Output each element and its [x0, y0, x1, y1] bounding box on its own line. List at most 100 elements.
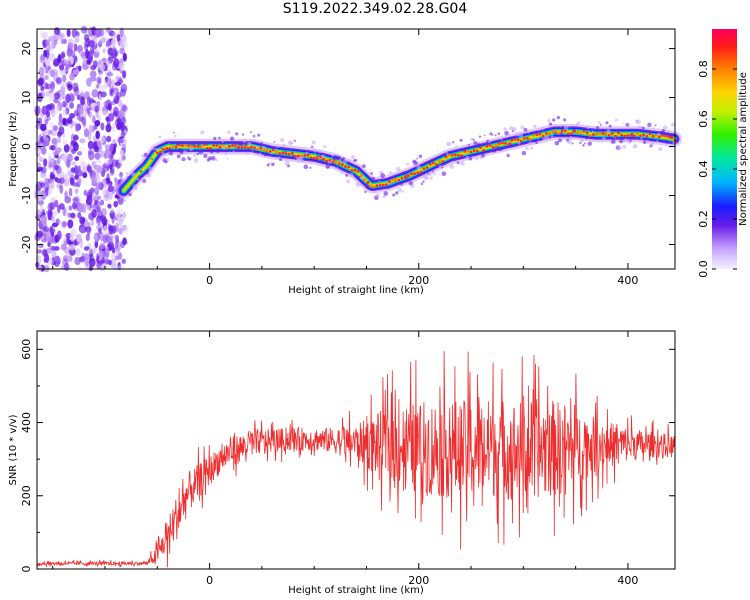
- ridge-speckle: [402, 171, 407, 176]
- spectrogram-x-axis-label: Height of straight line (km): [288, 285, 424, 296]
- noise-speckle: [83, 91, 90, 100]
- ridge-speckle: [293, 139, 296, 142]
- spectrogram-x-tick-label: 400: [617, 274, 638, 287]
- ridge-speckle: [647, 122, 652, 128]
- spectrogram-x-tick-label: 200: [408, 274, 429, 287]
- ridge-speckle: [416, 165, 422, 170]
- colorbar-gradient: [712, 29, 737, 269]
- noise-speckle: [48, 155, 52, 165]
- ridge-core-dot: [576, 130, 580, 134]
- noise-speckle: [96, 158, 102, 164]
- ridge-speckle: [198, 149, 204, 155]
- ridge-speckle: [388, 171, 393, 175]
- ridge-core-dot: [268, 150, 272, 153]
- ridge-speckle: [310, 145, 314, 149]
- noise-speckle: [94, 239, 99, 249]
- noise-speckle: [58, 121, 63, 127]
- noise-speckle: [102, 225, 109, 235]
- noise-speckle: [105, 124, 112, 133]
- ridge-core-dot: [397, 178, 401, 182]
- ridge-speckle: [606, 129, 611, 134]
- noise-speckle: [115, 210, 122, 221]
- colorbar-label: Normalized spectral amplitude: [738, 72, 749, 226]
- ridge-speckle: [636, 119, 641, 125]
- noise-speckle: [56, 178, 62, 184]
- ridge-speckle: [664, 139, 669, 144]
- ridge-speckle: [182, 150, 188, 155]
- ridge-core-dot: [168, 146, 172, 150]
- ridge-core-dot: [670, 136, 674, 140]
- ridge-speckle: [401, 190, 405, 193]
- ridge-speckle: [125, 172, 129, 175]
- noise-speckle: [64, 206, 68, 217]
- ridge-core-dot: [541, 134, 545, 138]
- noise-speckle: [97, 77, 102, 85]
- noise-speckle: [109, 165, 115, 174]
- ridge-core-dot: [444, 155, 448, 159]
- noise-speckle: [55, 76, 63, 85]
- ridge-speckle: [136, 178, 140, 181]
- noise-speckle: [100, 135, 105, 144]
- noise-speckle: [65, 173, 70, 180]
- noise-speckle: [95, 130, 100, 140]
- noise-speckle: [51, 41, 56, 49]
- noise-speckle: [52, 148, 56, 158]
- ridge-speckle: [280, 137, 285, 143]
- ridge-speckle: [460, 161, 465, 166]
- ridge-speckle: [586, 126, 590, 130]
- ridge-speckle: [582, 144, 585, 147]
- noise-speckle: [64, 59, 70, 65]
- ridge-core-dot: [362, 178, 366, 182]
- noise-speckle: [122, 237, 127, 245]
- noise-speckle: [77, 195, 82, 204]
- noise-speckle: [91, 209, 97, 219]
- ridge-speckle: [229, 136, 235, 141]
- noise-speckle: [118, 264, 124, 272]
- ridge-core-dot: [293, 154, 297, 158]
- ridge-speckle: [279, 157, 283, 162]
- ridge-speckle: [444, 150, 447, 153]
- ridge-speckle: [625, 122, 630, 127]
- ridge-core-dot: [413, 172, 416, 176]
- spectrogram-y-tick-label: 10: [20, 91, 33, 105]
- ridge-speckle: [325, 164, 330, 169]
- ridge-core-dot: [271, 148, 275, 152]
- ridge-core-dot: [661, 134, 664, 137]
- ridge-speckle: [441, 166, 444, 169]
- noise-speckle: [122, 70, 127, 79]
- ridge-speckle: [656, 140, 659, 143]
- noise-speckle: [86, 227, 91, 236]
- ridge-speckle: [475, 157, 479, 161]
- noise-speckle: [81, 252, 85, 261]
- ridge-speckle: [338, 158, 342, 163]
- noise-speckle: [67, 83, 73, 91]
- ridge-speckle: [532, 137, 535, 139]
- ridge-speckle: [645, 139, 650, 144]
- colorbar-tick-label: 0.2: [697, 210, 710, 228]
- ridge-speckle: [155, 147, 159, 151]
- noise-speckle: [101, 111, 108, 116]
- spectrogram-y-tick-label: 20: [20, 42, 33, 56]
- ridge-core-dot: [331, 160, 335, 164]
- noise-speckle: [113, 200, 119, 208]
- ridge-core-dot: [265, 148, 269, 152]
- noise-speckle: [121, 36, 126, 44]
- ridge-speckle: [641, 126, 645, 130]
- ridge-speckle: [266, 163, 270, 167]
- ridge-speckle: [436, 149, 439, 152]
- noise-speckle-region: [34, 25, 129, 274]
- ridge-core-dot: [639, 134, 642, 138]
- ridge-core-dot: [290, 151, 294, 155]
- noise-speckle: [88, 257, 96, 267]
- noise-speckle: [118, 62, 124, 69]
- noise-speckle: [119, 47, 125, 55]
- noise-speckle: [111, 165, 116, 171]
- ridge-speckle: [355, 182, 360, 187]
- noise-speckle: [109, 86, 115, 94]
- noise-speckle: [56, 230, 62, 240]
- ridge-speckle: [504, 130, 509, 136]
- ridge-speckle: [257, 133, 261, 137]
- ridge-speckle: [559, 131, 564, 136]
- ridge-core-dot: [174, 145, 178, 149]
- ridge-speckle: [536, 137, 539, 140]
